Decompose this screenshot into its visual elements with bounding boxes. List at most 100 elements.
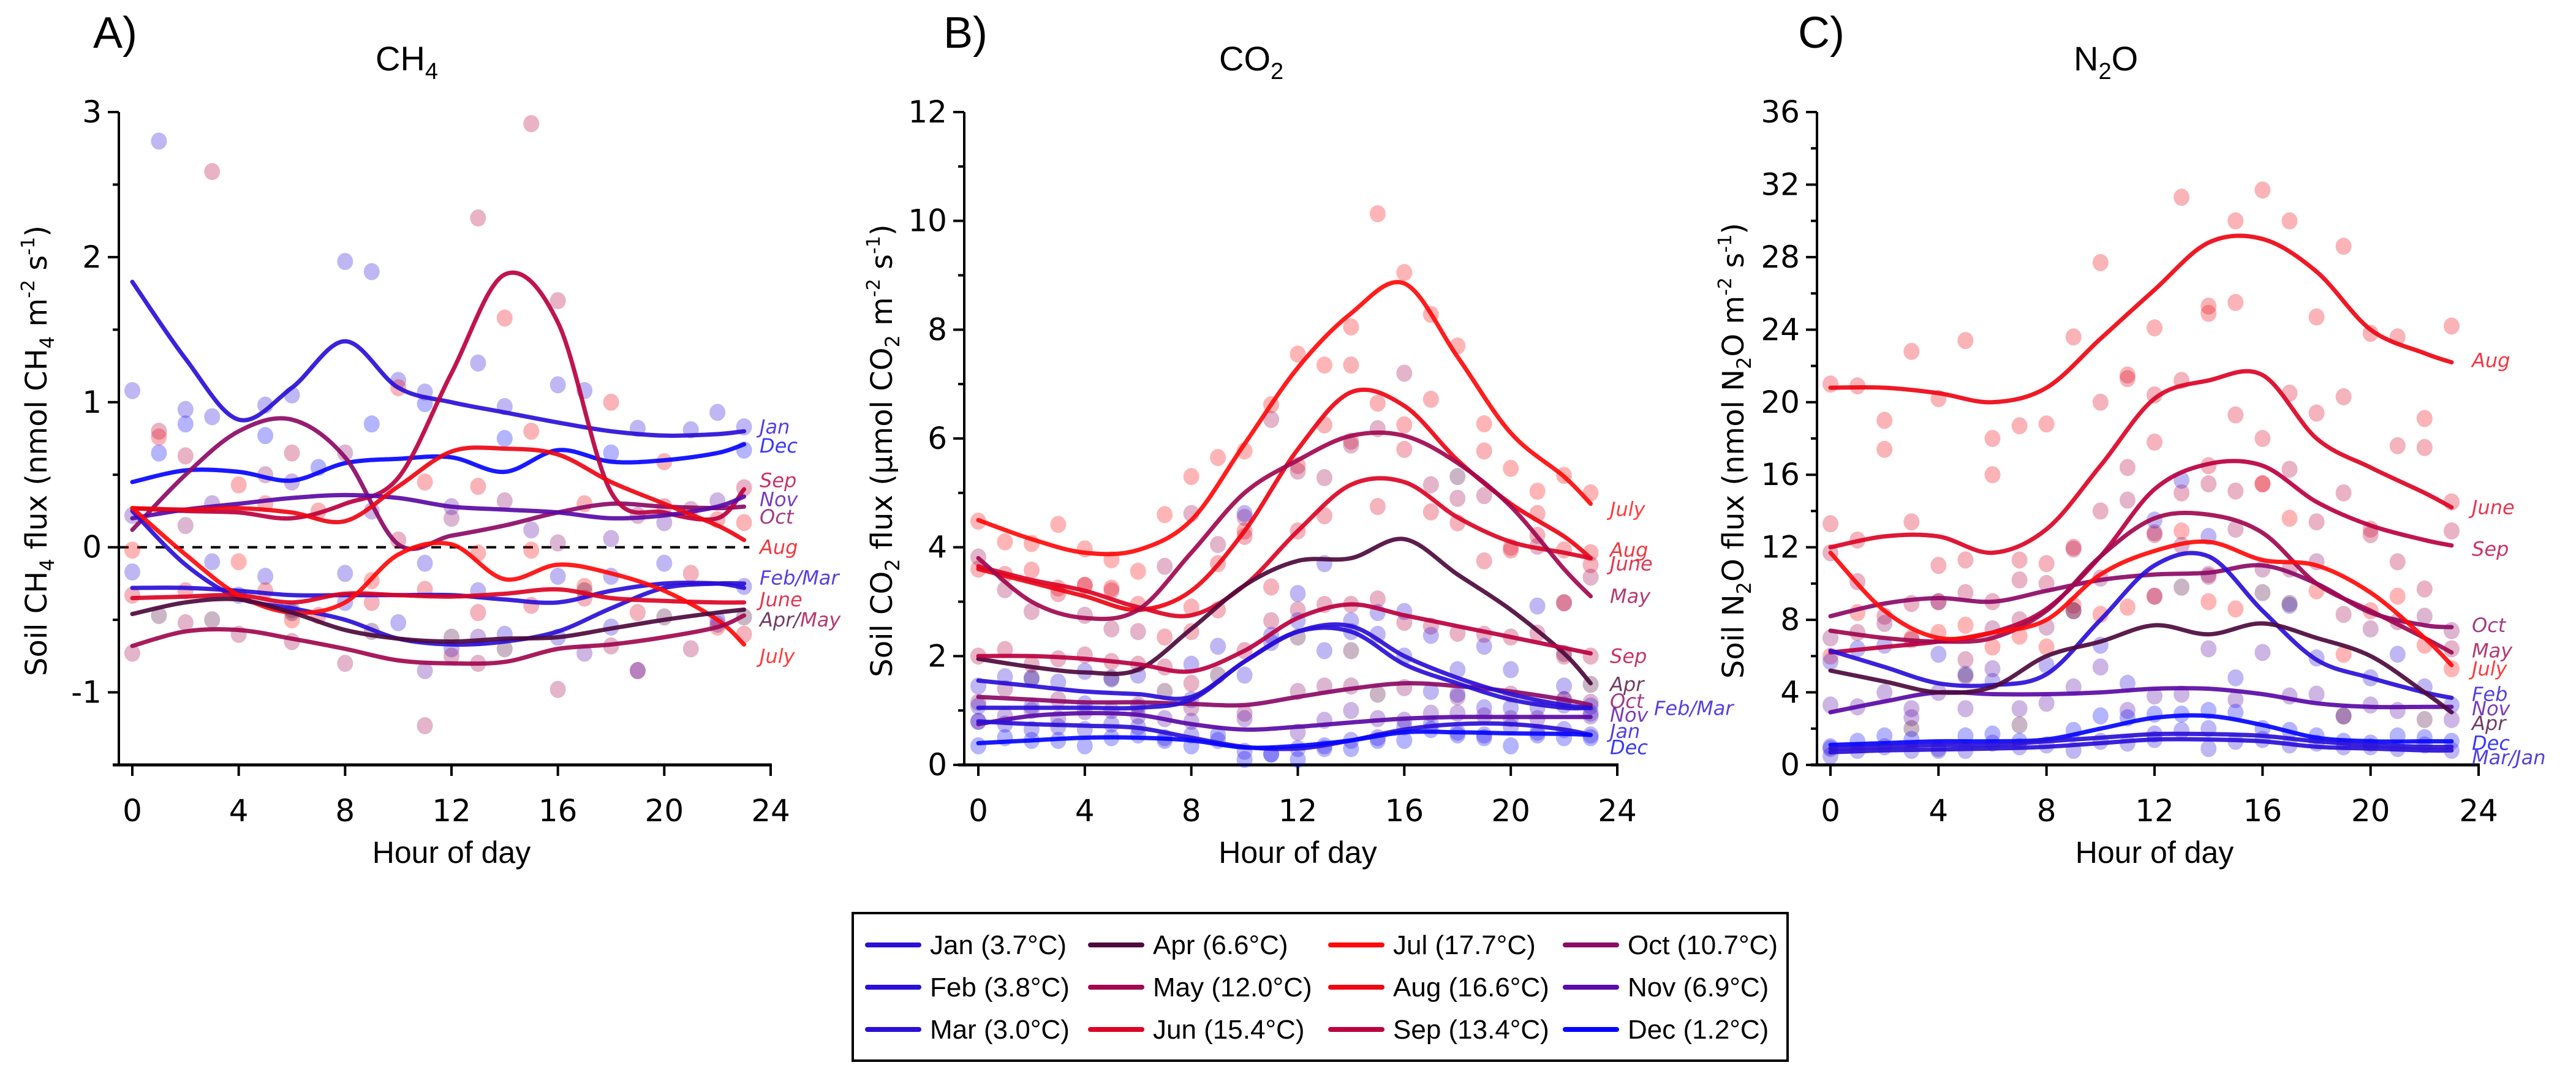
y-axis-label-part: flux (nmol CH <box>20 348 54 559</box>
data-point-nov <box>603 530 619 547</box>
data-point-sep <box>523 115 540 132</box>
data-point-jul <box>2335 645 2352 663</box>
month-tag: Dec <box>1610 736 1648 759</box>
data-point-nov <box>2011 700 2028 718</box>
data-point-dec <box>257 427 274 445</box>
data-point-feb <box>1930 645 1947 663</box>
smoothed-curves <box>976 280 1593 751</box>
data-point-aug <box>1876 412 1893 429</box>
panel-title-subscript: 2 <box>1271 59 1283 85</box>
panel-title-main: CH <box>376 39 425 78</box>
legend-item-nov: Nov (6.9°C) <box>1563 973 1769 1003</box>
panel-title: N2O <box>2074 39 2138 85</box>
data-point-nov <box>576 644 593 662</box>
curve-dec <box>130 442 747 484</box>
data-point-feb <box>550 568 566 585</box>
data-point-may <box>1023 603 1040 620</box>
panel-title-main: CO <box>1219 39 1271 78</box>
x-tick-label: 20 <box>2351 793 2390 829</box>
data-point-apr <box>1957 667 1974 685</box>
data-point-aug <box>1343 356 1359 374</box>
x-tick-label: 20 <box>645 793 684 829</box>
month-tag: Apr/May <box>758 608 841 631</box>
legend-item-aug: Aug (16.6°C) <box>1328 973 1549 1003</box>
data-point-apr <box>2254 584 2271 601</box>
month-tag: Aug <box>2471 349 2510 372</box>
data-point-may <box>417 717 433 735</box>
month-tag: Oct <box>760 505 795 529</box>
data-point-aug <box>2200 304 2217 322</box>
month-tag: July <box>2468 657 2508 680</box>
legend-label: Jan (3.7°C) <box>930 930 1067 960</box>
legend-label: Oct (10.7°C) <box>1628 930 1778 960</box>
data-point-mar <box>1449 685 1466 703</box>
x-tick-label: 4 <box>229 793 249 829</box>
data-point-feb <box>257 568 274 585</box>
y-tick-label: 36 <box>1761 94 1800 130</box>
data-point-sep <box>2416 580 2433 598</box>
data-point-dec <box>1290 751 1306 769</box>
month-tag: Aug <box>1609 538 1648 562</box>
legend-item-may: May (12.0°C) <box>1088 973 1312 1003</box>
data-point-nov <box>1343 702 1359 720</box>
data-point-may <box>1396 364 1413 382</box>
data-point-jan <box>470 354 486 372</box>
data-point-aug <box>1957 332 1974 350</box>
data-point-dec <box>1449 726 1466 744</box>
data-point-jul <box>2389 587 2406 605</box>
data-point-jul <box>1183 468 1199 486</box>
y-axis-label-part: s <box>865 254 899 279</box>
data-point-mar <box>390 614 407 631</box>
data-point-jul <box>2174 522 2190 540</box>
data-point-may <box>1343 436 1359 454</box>
month-tag: Feb/Mar <box>760 566 840 589</box>
data-point-may <box>1316 468 1332 486</box>
data-point-jan <box>363 263 380 280</box>
data-point-aug <box>603 393 619 411</box>
data-point-jun <box>2011 551 2028 569</box>
curve-jul <box>976 280 1593 557</box>
data-point-dec <box>1076 737 1093 754</box>
smoothed-curves <box>130 270 747 666</box>
month-tag: May <box>1610 585 1651 608</box>
data-point-feb <box>204 553 221 571</box>
data-point-oct <box>177 517 194 535</box>
data-point-jun <box>2308 404 2325 422</box>
y-axis-label-part: Soil N <box>1717 594 1751 679</box>
data-point-apr <box>2335 707 2352 725</box>
data-point-jul <box>1984 638 2001 656</box>
y-tick-label: 12 <box>908 94 947 130</box>
month-tag-part: Apr/ <box>758 608 802 631</box>
legend-item-dec: Dec (1.2°C) <box>1563 1015 1769 1045</box>
data-point-jun <box>2416 438 2433 456</box>
data-point-jun <box>1422 503 1439 521</box>
data-point-apr <box>1369 685 1386 703</box>
data-point-jun <box>1476 552 1492 570</box>
data-point-sep <box>2065 540 2082 558</box>
curve-jul <box>130 506 747 647</box>
curve-jun <box>976 476 1593 619</box>
data-point-jan <box>550 376 566 394</box>
y-tick-label: 12 <box>1761 530 1800 565</box>
panel-title-tail: O <box>2112 39 2139 78</box>
data-point-feb <box>1236 505 1253 522</box>
data-point-aug <box>2254 181 2271 199</box>
data-point-apr <box>204 611 221 629</box>
curve-apr <box>1828 621 2454 715</box>
x-tick-label: 0 <box>123 793 142 829</box>
data-point-feb <box>2119 674 2136 692</box>
data-point-sep <box>1369 590 1386 608</box>
month-tag: May <box>2472 639 2513 662</box>
month-tag-part: May <box>800 608 841 631</box>
data-point-feb <box>1556 677 1573 695</box>
data-point-oct <box>1236 704 1253 722</box>
data-point-may <box>2147 524 2162 541</box>
data-point-apr <box>1023 669 1040 687</box>
data-point-jun <box>470 604 486 622</box>
data-point-aug <box>2174 189 2190 206</box>
data-point-sep <box>550 292 566 309</box>
data-point-aug <box>1183 598 1199 616</box>
